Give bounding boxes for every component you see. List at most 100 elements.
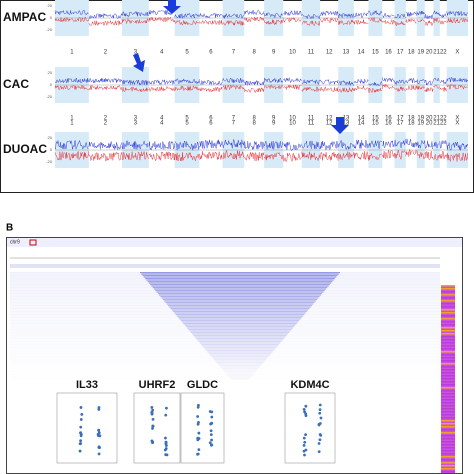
gene-plot	[133, 392, 181, 464]
dot	[98, 446, 101, 450]
dot	[80, 413, 84, 416]
chr-label: 16	[385, 116, 392, 122]
read-row	[10, 312, 440, 314]
strip-cell	[441, 297, 455, 299]
read-row	[10, 332, 440, 334]
signal-gain	[353, 78, 369, 85]
arrows	[133, 0, 349, 134]
locus: chr9	[10, 239, 20, 245]
signal-loss	[174, 19, 200, 26]
chr-label: 20	[426, 121, 433, 127]
dot	[79, 434, 83, 438]
strip-cell	[441, 387, 455, 389]
read-peak	[161, 297, 319, 299]
panel-b: chr9 IL33 UHRF2 GLDC KDM4C	[6, 237, 463, 474]
dot	[317, 450, 321, 454]
dot	[210, 415, 214, 419]
signal-loss	[382, 149, 395, 160]
strip-cell	[441, 348, 455, 350]
chr-label: X	[455, 50, 459, 56]
read-row	[10, 296, 440, 298]
signal-loss	[88, 84, 123, 91]
chr-label: 3	[134, 116, 138, 122]
signal-gain	[405, 77, 417, 84]
strip-cell	[441, 384, 455, 386]
strip-cell	[441, 318, 455, 320]
signal-gain	[283, 9, 302, 16]
signal-gain	[416, 140, 425, 149]
strip-cell	[441, 423, 455, 425]
signal-gain	[88, 141, 123, 150]
signal-loss	[416, 85, 425, 91]
read-row	[10, 366, 440, 368]
strip-cell	[441, 441, 455, 443]
chr-label: 9	[272, 116, 276, 122]
chr-label: 14	[358, 50, 365, 56]
chr-label: 6	[209, 116, 213, 122]
read-row	[10, 344, 440, 346]
read-row	[10, 309, 440, 311]
signal-gain	[283, 76, 302, 84]
dot	[78, 449, 82, 453]
signal-loss	[88, 19, 123, 27]
chr-label: 8	[252, 121, 256, 127]
signal-gain	[121, 140, 149, 150]
signal-gain	[337, 139, 355, 150]
signal-loss	[394, 86, 406, 92]
signal-loss	[433, 154, 440, 162]
dot	[210, 422, 213, 425]
dot	[303, 410, 307, 414]
dot	[165, 406, 168, 410]
signal-loss	[405, 17, 417, 24]
chr-label: 5	[185, 116, 189, 122]
read-peak	[146, 279, 334, 281]
signal-loss	[174, 152, 200, 162]
signal-gain	[174, 12, 200, 19]
read-row	[10, 362, 440, 364]
signal-gain	[301, 140, 320, 150]
signal-loss	[337, 19, 354, 26]
chr-label: 21	[433, 50, 440, 56]
strip-cell	[441, 324, 455, 326]
dot	[151, 440, 155, 444]
strip-cell	[441, 471, 455, 473]
chr-label: 13	[343, 121, 350, 127]
signal-gain	[394, 79, 406, 85]
read-peak	[217, 363, 263, 365]
strip-cell	[441, 306, 455, 308]
read-row	[10, 374, 440, 375]
dot	[164, 440, 168, 444]
signal-gain	[148, 9, 175, 16]
signal-loss	[338, 87, 355, 94]
strip-cell	[441, 345, 455, 347]
read-row	[10, 376, 440, 377]
signal-loss	[446, 83, 468, 91]
signal-gain	[283, 141, 302, 151]
dot	[196, 452, 200, 456]
ideogram-marker	[29, 239, 37, 246]
signal-gain	[222, 139, 245, 149]
read-row	[10, 345, 440, 347]
signal-loss	[148, 86, 175, 92]
read-peak	[151, 285, 329, 287]
read-row	[10, 341, 440, 343]
signal-gain	[394, 139, 406, 149]
read-peak	[168, 305, 312, 307]
strip-cell	[441, 450, 455, 452]
gene-plot	[56, 392, 118, 464]
signal-loss	[405, 149, 417, 157]
strip-cell	[441, 429, 455, 431]
row-label: DUOAC	[3, 142, 47, 156]
dot	[97, 428, 101, 432]
read-peak	[198, 341, 282, 343]
strip-cell	[441, 378, 455, 380]
signal-loss	[121, 151, 149, 161]
arrow	[331, 117, 349, 134]
strip-cell	[441, 462, 455, 464]
signal-loss	[368, 153, 383, 161]
dot	[165, 444, 168, 447]
chr-label: 1	[70, 121, 74, 127]
chr-label: 2	[104, 116, 108, 122]
chr-label: 11	[308, 50, 315, 56]
